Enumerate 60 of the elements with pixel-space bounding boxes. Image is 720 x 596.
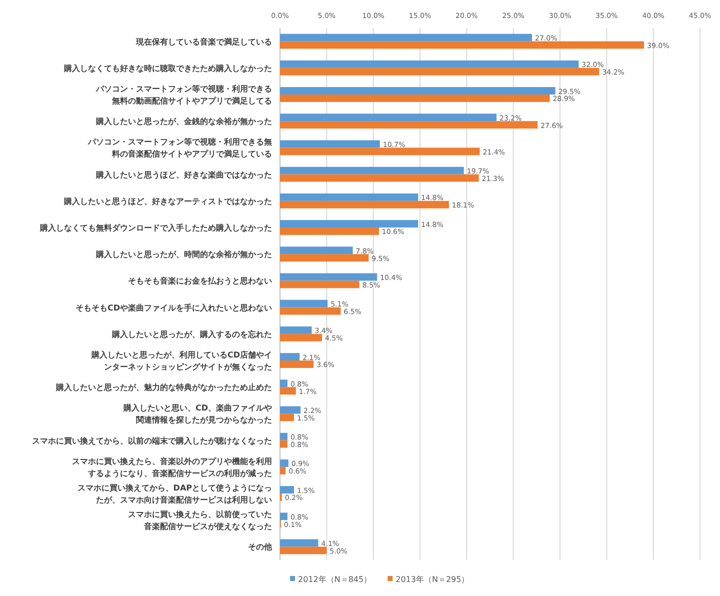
bar — [280, 486, 294, 494]
bar — [280, 300, 328, 308]
y-tick-label: スマホに買い換えたら、音楽以外のアプリや機能を利用するようになり、音楽配信サービスの利用が減った — [72, 456, 272, 478]
y-tick-label: 購入したいと思ったが、魅力的な特典がなかったため止めた — [55, 383, 272, 392]
bar — [280, 280, 360, 288]
bar — [280, 228, 379, 235]
y-tick-label: 購入したいと思ったが、利用しているCD店舗やインターネットショッピングサイトが無くなった — [90, 350, 272, 372]
bar — [280, 220, 418, 228]
bar — [280, 466, 286, 474]
bar — [280, 174, 479, 182]
y-tick-label: パソコン・スマートフォン等で視聴・利用できる無料の音楽配信サイトやアプリで満足している — [87, 138, 272, 159]
bar — [280, 87, 556, 94]
bar — [280, 254, 369, 262]
y-tick-label: 購入したいと思ったが、金銭的な余裕が無かった — [95, 117, 272, 126]
y-tick-label: 現在保有している音楽で満足している — [135, 36, 272, 46]
bar — [280, 334, 322, 342]
bar — [280, 512, 288, 520]
y-tick-label: そもそも音楽にお金を払おうと思わない — [128, 276, 272, 286]
bar — [280, 121, 538, 129]
bar — [280, 307, 341, 315]
bar — [280, 94, 550, 102]
bar — [280, 440, 288, 448]
bar — [280, 539, 318, 547]
y-tick-label: 購入したいと思い、CD、楽曲ファイルや関連情報を探したが見つからなかった — [122, 404, 272, 425]
bar — [280, 406, 301, 414]
y-tick-label: 購入したいと思うほど、好きな楽曲ではなかった — [95, 170, 272, 180]
bar — [280, 148, 480, 156]
bar — [280, 41, 644, 49]
bar — [280, 459, 288, 467]
y-tick-label: 購入したいと思ったが、購入するのを忘れた — [111, 328, 272, 339]
bar — [280, 432, 288, 440]
bar — [280, 34, 532, 42]
bar — [280, 326, 312, 334]
y-tick-label: 購入しなくても好きな時に聴取できたため購入しなかった — [63, 64, 272, 73]
bar — [280, 193, 418, 201]
bar — [280, 414, 294, 422]
bar — [280, 380, 288, 388]
bar — [280, 353, 300, 360]
y-tick-label: 購入したいと思ったが、時間的な余裕が無かった — [95, 250, 272, 260]
bar — [280, 546, 327, 554]
y-tick-label: スマホに買い換えてから、DAPとして使うようになったが、スマホ向け音楽配信サービスは利用しない — [77, 484, 272, 504]
bar — [280, 360, 314, 368]
bar — [280, 60, 579, 68]
bar — [280, 166, 464, 174]
y-tick-label: スマホに買い換えてから、以前の端末で購入したが聴けなくなった — [32, 436, 272, 446]
y-tick-label: その他 — [248, 542, 273, 552]
y-tick-label: パソコン・スマートフォン等で視聴・利用できる無料の動画配信サイトやアプリで満足してる — [95, 84, 272, 106]
legend-label: 2012年（N＝845） — [298, 575, 372, 584]
bar — [280, 68, 600, 76]
y-tick-label: 購入したいと思うほど、好きなアーティストではなかった — [63, 196, 272, 206]
y-tick-label: 購入しなくても無料ダウンロードで入手したため購入しなかった — [39, 224, 272, 232]
bar — [280, 200, 449, 208]
legend-label: 2013年（N＝295） — [396, 575, 470, 584]
bar — [280, 114, 497, 122]
bar — [280, 387, 296, 395]
bar — [280, 273, 378, 281]
bar — [280, 140, 380, 148]
bar — [280, 246, 353, 254]
y-tick-label: スマホに買い換えたら、以前使っていた音楽配信サービスが使えなくなった — [128, 510, 272, 532]
y-tick-label: そもそもCDや楽曲ファイルを手に入れたいと思わない — [75, 303, 272, 312]
